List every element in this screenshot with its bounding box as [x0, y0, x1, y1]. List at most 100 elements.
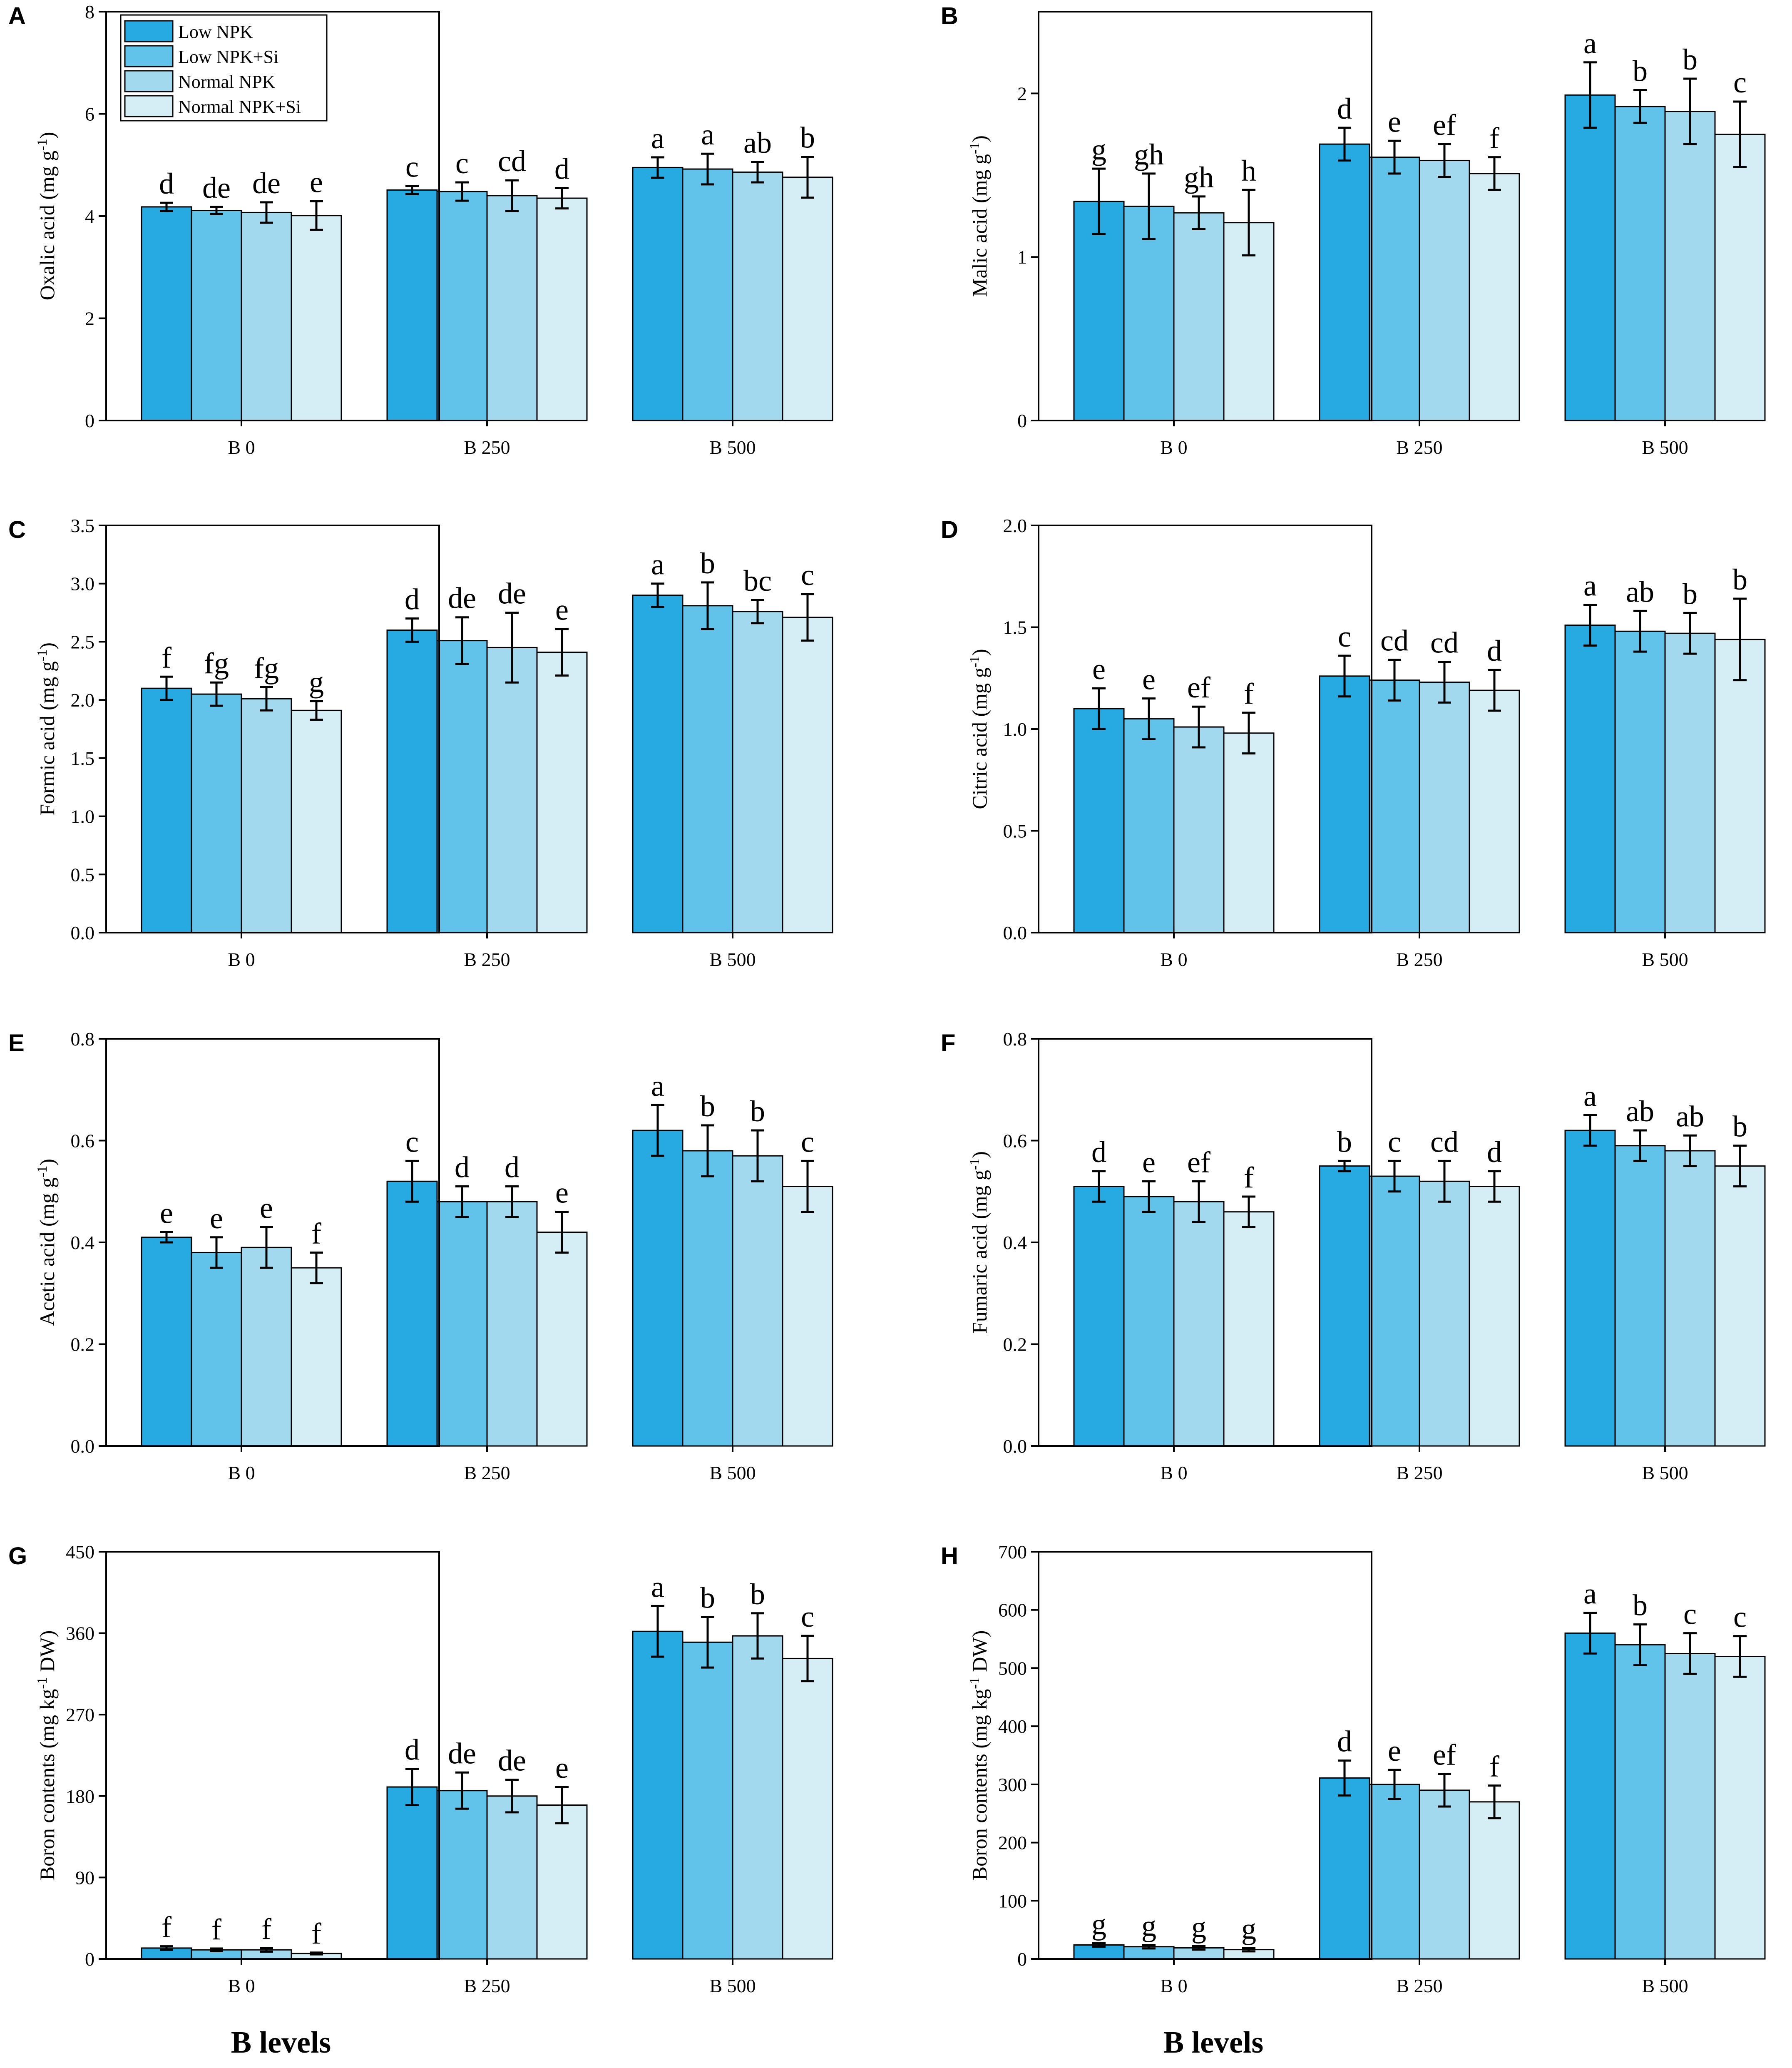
error-bar	[651, 1605, 664, 1658]
x-tick-label: B 500	[709, 1462, 756, 1483]
bar	[1123, 205, 1175, 421]
legend-label: Low NPK	[178, 22, 253, 42]
y-tick-label: 0.4	[71, 1232, 95, 1253]
y-tick-label: 2	[1017, 83, 1027, 104]
bar	[436, 640, 488, 933]
significance-letter: bc	[743, 564, 772, 597]
significance-letter: e	[310, 165, 323, 199]
error-bar	[555, 1786, 569, 1824]
y-tick-label: 0.8	[71, 1028, 95, 1050]
error-bar	[751, 1612, 764, 1660]
panel-letter: G	[8, 1543, 27, 1570]
error-bar	[1242, 1946, 1255, 1953]
bar	[1073, 708, 1125, 933]
bar	[1664, 632, 1716, 933]
error-bar	[1633, 89, 1647, 124]
panel-d: De c a e cd ab ef cd b f d b 0.0 0.5 1.0 1.5 2.0 B 0 B 250…	[941, 515, 1766, 970]
bar	[1369, 1175, 1420, 1447]
significance-letter: b	[750, 1578, 765, 1611]
significance-letter: f	[1489, 122, 1499, 155]
panel-a: Ad c a de c a de cd ab e d b 0 2 4 6 8 B 0 B 250 B 500 Oxali…	[8, 1, 833, 458]
significance-letter: de	[448, 582, 476, 615]
bar	[191, 209, 242, 421]
y-tick-label: 8	[85, 1, 94, 22]
bar	[241, 212, 292, 421]
y-axis-title-superscript: -1	[967, 1158, 982, 1170]
error-bar	[1438, 1773, 1451, 1808]
error-bar	[1192, 195, 1205, 230]
error-bar	[1583, 1612, 1597, 1655]
error-bar	[1388, 1769, 1401, 1800]
significance-letter: f	[1244, 1161, 1254, 1194]
bar	[682, 1641, 733, 1960]
bar	[386, 1786, 438, 1960]
bar	[1319, 143, 1370, 421]
y-tick-label: 2	[85, 308, 94, 329]
error-bar	[405, 185, 419, 195]
significance-letter: c	[1388, 1125, 1401, 1158]
error-bar	[801, 593, 814, 642]
error-bar	[801, 156, 814, 199]
bar	[386, 629, 438, 933]
error-bar	[160, 202, 173, 212]
y-tick-label: 1.5	[1003, 617, 1027, 638]
panel-e: Ee c a e d b e d b f e c 0.0 0.2 0.4 0.6 0.8 B 0 B 250 B 50…	[8, 1028, 833, 1483]
panel-h: Hg d a g e b g ef c g f c 0 100 200 300 400 500 600 700 B 0 B…	[941, 1541, 1766, 1996]
y-tick-label: 600	[998, 1600, 1027, 1621]
error-bar	[1438, 661, 1451, 704]
y-axis-title-superscript: -1	[35, 1677, 50, 1689]
y-axis-title: Citric acid (mg g-1)	[967, 649, 991, 809]
significance-letter: d	[554, 152, 569, 185]
bar	[1564, 94, 1616, 421]
y-tick-label: 2.0	[1003, 515, 1027, 536]
error-bar	[1142, 172, 1156, 240]
y-tick-label: 2.0	[71, 689, 95, 711]
error-bar	[455, 616, 469, 665]
error-bar	[1683, 1134, 1697, 1167]
significance-letter: d	[159, 167, 174, 200]
significance-letter: de	[448, 1737, 476, 1770]
y-tick-label: 0.2	[1003, 1334, 1027, 1355]
significance-letter: a	[651, 1570, 664, 1603]
x-axis-title-left: B levels	[231, 2026, 331, 2060]
error-bar	[1388, 659, 1401, 702]
x-tick-label: B 250	[1396, 949, 1442, 970]
bar	[632, 1130, 683, 1447]
significance-letter: d	[505, 1151, 519, 1184]
significance-letter: c	[801, 558, 814, 592]
bar	[1223, 732, 1275, 933]
bar	[732, 1635, 783, 1960]
panel-letter: F	[941, 1030, 955, 1057]
error-bar	[160, 1231, 173, 1244]
y-tick-label: 500	[998, 1657, 1027, 1679]
y-tick-label: 0	[85, 1949, 94, 1970]
panel-c: Cf d a fg de b fg de bc g e c 0.0 0.5 1.0 1.5 2.0 2.5 3.0 3…	[8, 515, 833, 970]
bar	[291, 709, 342, 933]
significance-letter: a	[701, 118, 714, 151]
significance-letter: d	[1091, 1135, 1106, 1169]
bar	[1714, 1165, 1766, 1447]
bar	[1173, 726, 1225, 933]
bar	[536, 652, 588, 933]
error-bar	[455, 1771, 469, 1810]
y-tick-label: 4	[85, 206, 94, 227]
significance-letter: ab	[743, 126, 772, 159]
error-bar	[1338, 127, 1351, 162]
significance-letter: d	[405, 583, 420, 616]
bar	[536, 1232, 588, 1447]
significance-letter: g	[1191, 1910, 1206, 1944]
bar	[1614, 106, 1666, 421]
y-tick-label: 300	[998, 1774, 1027, 1795]
error-bar	[310, 1251, 323, 1284]
bar	[241, 698, 292, 933]
bar	[682, 1150, 733, 1447]
error-bar	[1192, 1945, 1205, 1951]
error-bar	[1242, 189, 1255, 256]
error-bar	[160, 1945, 173, 1951]
significance-letter: c	[1733, 1600, 1747, 1634]
error-bar	[1192, 705, 1205, 749]
error-bar	[751, 599, 764, 625]
significance-letter: ab	[1676, 1100, 1704, 1133]
significance-letter: b	[800, 121, 815, 154]
significance-letter: cd	[1430, 1125, 1459, 1158]
